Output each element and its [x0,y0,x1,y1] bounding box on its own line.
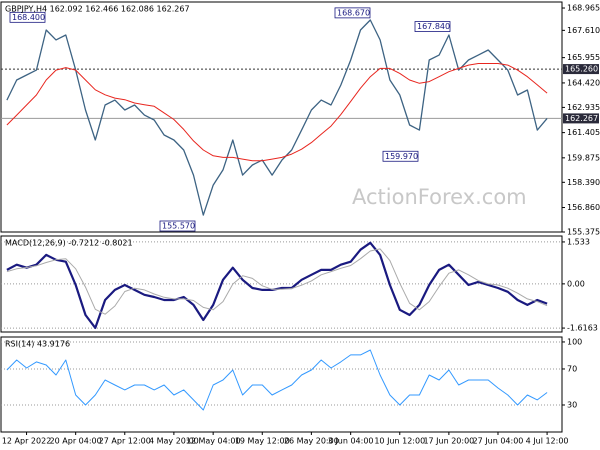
x-tick-label: 3 Jun 04:00 [328,437,374,446]
y-tick-label: 164.420 [567,78,600,87]
x-tick-label: 12 May 04:00 [186,437,241,446]
annotation-box [159,220,196,232]
panel-title: GBPJPY,H4 162.092 162.466 162.086 162.26… [5,5,190,14]
x-tick-label: 12 Apr 2022 [2,437,51,446]
y-tick-label: 70 [567,364,577,373]
panel-frame [0,336,563,433]
series-line [6,63,548,162]
y-tick-label: 168.965 [567,4,600,13]
annotation-box [414,21,451,32]
x-tick-label: 20 Apr 04:00 [50,437,102,446]
y-tick-label: 1.533 [567,237,590,246]
y-tick-label: 165.955 [567,53,600,62]
x-tick-label: 27 Apr 12:00 [99,437,151,446]
x-tick-label: 19 May 12:00 [235,437,290,446]
x-tick-label: 26 May 20:00 [284,437,339,446]
series-line [6,19,548,216]
annotation-label: 168.400 [12,13,45,22]
y-tick-label: 155.375 [567,228,600,237]
price-level-label: 162.267 [565,114,598,123]
x-tick-label: 17 Jun 20:00 [423,437,474,446]
annotation-box [334,7,371,19]
watermark: ActionForex.com [352,185,527,209]
annotation-label: 155.570 [162,222,195,231]
y-tick-label: 162.935 [567,103,600,112]
y-tick-label: 161.405 [567,128,600,137]
price-level-box [563,64,599,75]
y-tick-label: -1.6163 [567,324,598,333]
annotation-label: 167.840 [417,22,450,31]
x-tick-label: 10 Jun 12:00 [374,437,425,446]
panel-title: MACD(12,26,9) -0.7212 -0.8021 [5,239,133,248]
x-tick-label: 4 May 20:00 [149,437,199,446]
y-tick-label: 159.875 [567,153,600,162]
y-tick-label: 30 [567,400,577,409]
price-level-box [563,113,599,124]
series-line [6,349,548,411]
x-tick-label: 4 Jul 12:00 [526,437,569,446]
y-tick-label: 156.860 [567,203,600,212]
annotation-label: 159.970 [385,152,418,161]
price-level-label: 165.260 [565,65,598,74]
y-tick-label: 0.00 [567,279,585,288]
y-tick-label: 158.390 [567,178,600,187]
annotation-box [9,11,46,23]
annotation-label: 168.670 [337,8,370,17]
x-tick-label: 27 Jun 04:00 [473,437,524,446]
annotation-box [382,150,419,162]
panel-frame [0,1,563,233]
panel-title: RSI(14) 43.9176 [5,340,70,349]
y-tick-label: 167.610 [567,26,600,35]
series-line [6,248,548,315]
y-tick-label: 100 [567,337,582,346]
